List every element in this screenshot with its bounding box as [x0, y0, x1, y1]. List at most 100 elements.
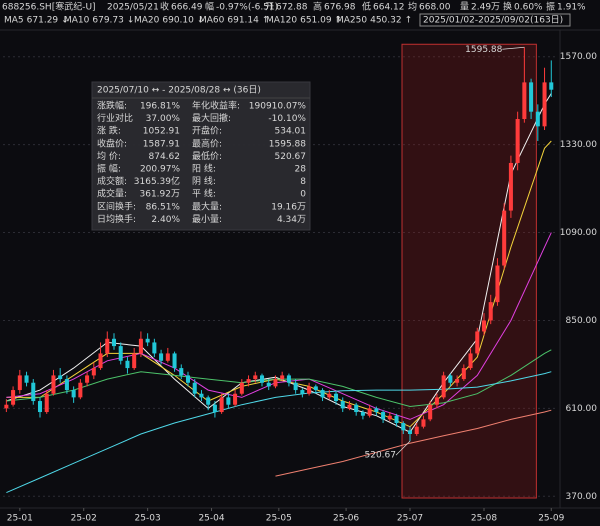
- legend-value: 679.73: [92, 16, 124, 26]
- candle-body: [31, 382, 36, 402]
- candle-body: [522, 82, 527, 120]
- x-tick-label: 25-07: [397, 514, 423, 524]
- candle-body: [542, 82, 547, 127]
- info-label: 最大回撤:: [192, 112, 231, 124]
- info-label: 最小量:: [192, 214, 222, 225]
- candle-body: [320, 390, 325, 398]
- x-tick-label: 25-03: [135, 514, 161, 524]
- candle-body: [219, 397, 224, 413]
- candle-body: [4, 404, 9, 409]
- candle-body: [488, 302, 493, 321]
- field-label: 高: [313, 1, 322, 13]
- legend-name: MA120: [266, 16, 297, 26]
- x-tick-label: 25-05: [266, 514, 292, 524]
- annotation-line: [502, 46, 525, 50]
- info-label: 均 价:: [97, 150, 121, 162]
- candle-body: [259, 375, 265, 383]
- legend-value: 651.09: [300, 16, 332, 26]
- info-value: 361.92万: [140, 190, 181, 200]
- legend-name: MA5: [4, 16, 24, 26]
- candle-body: [51, 375, 56, 394]
- candle-body: [145, 338, 150, 343]
- candle-body: [468, 353, 473, 369]
- candle-body: [199, 393, 204, 398]
- info-label: 收盘价:: [97, 137, 127, 149]
- info-value: 2.40%: [151, 215, 180, 225]
- info-value: 520.67: [275, 152, 307, 162]
- info-label: 阳 线:: [192, 163, 216, 175]
- candle-body: [172, 353, 177, 369]
- y-tick-label: 1570.00: [560, 52, 597, 62]
- candle-body: [502, 210, 507, 266]
- candle-body: [354, 404, 359, 413]
- candle-body: [266, 382, 271, 387]
- info-label: 年化收益率:: [192, 100, 240, 112]
- field-label: 幅: [205, 1, 214, 13]
- candle-body: [481, 320, 487, 332]
- candle-body: [327, 393, 332, 398]
- info-label: 开盘价:: [192, 125, 222, 137]
- candle-body: [159, 353, 164, 361]
- candle-body: [246, 379, 251, 383]
- candle-body: [17, 375, 22, 391]
- candle-body: [394, 415, 399, 424]
- info-value: 1052.91: [143, 127, 180, 137]
- x-tick-label: 25-06: [333, 514, 359, 524]
- field-label: 换: [503, 1, 512, 13]
- candle-body: [428, 404, 433, 420]
- info-label: 振 幅:: [97, 163, 121, 175]
- candle-body: [461, 368, 466, 380]
- info-label: 最低价:: [192, 150, 222, 162]
- candle-body: [367, 408, 372, 416]
- legend-name: MA10: [64, 16, 90, 26]
- annotation-line: [395, 440, 411, 456]
- candle-body: [239, 382, 244, 394]
- info-value: 534.01: [275, 127, 307, 137]
- info-value: 28: [295, 165, 307, 175]
- y-tick-label: 1090.00: [560, 228, 597, 238]
- candle-body: [347, 404, 352, 409]
- info-label: 平 线:: [192, 188, 216, 200]
- x-tick-label: 25-02: [71, 514, 97, 524]
- info-value: 190910.07%: [249, 102, 307, 112]
- candle-body: [407, 430, 413, 435]
- info-value: 874.62: [149, 152, 181, 162]
- y-tick-label: 370.00: [566, 492, 598, 502]
- field-value: 666.49: [171, 3, 203, 13]
- candle-body: [421, 419, 426, 427]
- candle-body: [125, 360, 130, 369]
- candle-body: [58, 375, 63, 380]
- field-label: 均: [408, 1, 417, 13]
- y-tick-label: 850.00: [566, 316, 598, 326]
- candle-body: [118, 346, 123, 361]
- info-value: -10.10%: [268, 114, 306, 124]
- legend-name: MA250: [336, 16, 367, 26]
- field-label: 低: [362, 1, 371, 13]
- info-value: 4.34万: [277, 215, 306, 225]
- candle-body: [401, 423, 406, 431]
- candle-body: [78, 382, 83, 398]
- range-box: [419, 13, 571, 27]
- info-value: 19.16万: [271, 202, 306, 212]
- candle-body: [495, 265, 500, 303]
- info-panel: [91, 81, 311, 231]
- field-value: 2.49万: [471, 3, 500, 13]
- candle-body: [280, 375, 285, 380]
- field-value: 672.88: [276, 3, 308, 13]
- info-value: 0: [300, 190, 306, 200]
- candle-body: [333, 393, 339, 402]
- candle-body: [85, 375, 90, 383]
- x-tick-label: 25-08: [471, 514, 497, 524]
- annotation: 1595.88: [465, 45, 502, 55]
- info-value: 1595.88: [269, 139, 306, 149]
- legend-arrow: ↓: [127, 16, 135, 26]
- candle-body: [71, 390, 76, 398]
- candle-body: [441, 375, 446, 398]
- candle-body: [64, 379, 69, 391]
- candle-body: [434, 397, 439, 405]
- date: 2025/05/21: [107, 3, 159, 13]
- info-label: 成交额:: [97, 175, 127, 187]
- candle-body: [185, 375, 191, 383]
- legend-value: 691.14: [227, 16, 259, 26]
